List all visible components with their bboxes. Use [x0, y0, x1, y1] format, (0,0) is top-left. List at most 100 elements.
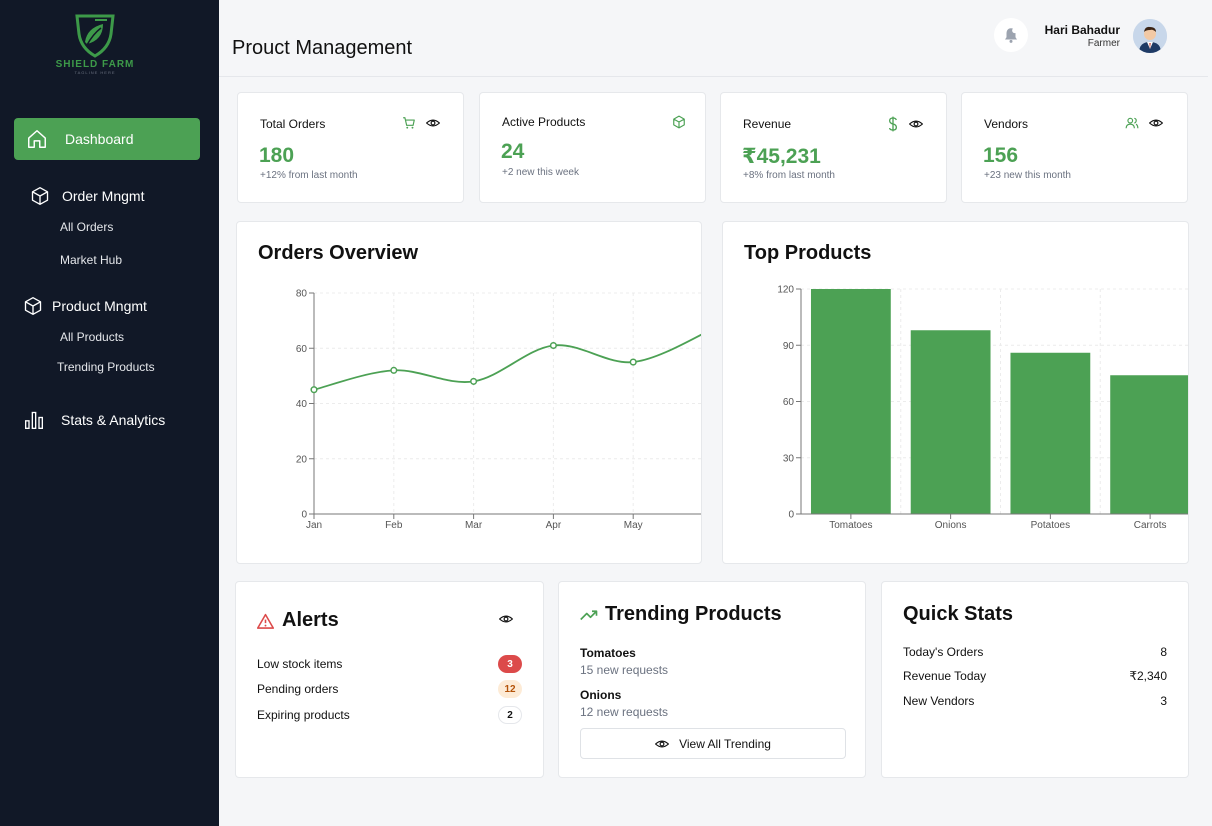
stat-title: Active Products — [502, 115, 586, 129]
stat-card-vendors: Vendors 156 +23 new this month — [961, 92, 1188, 203]
sidebar-group-product-mngmt[interactable]: Product Mngmt — [23, 296, 147, 316]
x-tick-label: Mar — [465, 520, 483, 531]
y-tick-label: 60 — [296, 344, 308, 355]
x-tick-label: May — [624, 520, 643, 531]
data-point[interactable] — [310, 386, 318, 394]
stat-card-active-products: Active Products 24 +2 new this week — [479, 92, 706, 203]
alert-row-pending-orders[interactable]: Pending orders 12 — [257, 680, 522, 698]
eye-icon — [655, 740, 670, 747]
y-tick-label: 30 — [783, 453, 795, 464]
alert-row-low-stock[interactable]: Low stock items 3 — [257, 655, 522, 673]
bar[interactable] — [1110, 375, 1189, 514]
bar-chart-icon — [25, 411, 44, 429]
stat-title: Vendors — [984, 117, 1029, 131]
eye-icon[interactable] — [499, 612, 513, 626]
dollar-icon — [888, 116, 898, 132]
orders-overview-card: Orders Overview 0 20 40 60 80 Jan Feb Mar Apr May… — [236, 221, 702, 564]
brand-logo[interactable]: SHIELD FARM TAGLINE HERE — [50, 12, 140, 75]
stat-title: Revenue — [743, 117, 792, 131]
quick-stat-row: Today's Orders 8 — [903, 645, 1167, 659]
alert-count-badge: 2 — [498, 706, 522, 724]
sidebar-group-order-mngmt[interactable]: Order Mngmt — [30, 186, 144, 206]
page-title: Prouct Management — [232, 37, 413, 59]
alerts-card: Alerts Low stock items 3 Pending orders … — [235, 581, 544, 778]
bar[interactable] — [910, 330, 991, 514]
quick-stat-value: 3 — [1160, 694, 1167, 708]
brand-name: SHIELD FARM — [55, 59, 135, 70]
trending-products-card: Trending Products Tomatoes 15 new reques… — [558, 581, 866, 778]
y-tick-label: 0 — [788, 510, 794, 521]
alert-count-badge: 12 — [498, 680, 522, 698]
y-tick-label: 0 — [301, 510, 307, 521]
eye-icon[interactable] — [426, 116, 440, 130]
box-icon — [24, 297, 42, 315]
stat-value: 156 — [983, 144, 1019, 167]
y-tick-label: 90 — [783, 341, 795, 352]
eye-icon[interactable] — [1149, 116, 1163, 130]
x-tick-label: Onions — [935, 520, 967, 531]
series-line — [313, 333, 701, 391]
trending-item-name[interactable]: Onions — [580, 688, 622, 702]
eye-icon[interactable] — [909, 117, 923, 131]
bar[interactable] — [1010, 352, 1091, 514]
panel-title: Quick Stats — [903, 603, 1014, 625]
view-all-trending-button[interactable]: View All Trending — [580, 728, 846, 759]
x-tick-label: Tomatoes — [829, 520, 872, 531]
quick-stat-value: 8 — [1160, 645, 1167, 659]
stat-subtext: +23 new this month — [984, 170, 1071, 181]
x-tick-label: Carrots — [1134, 520, 1167, 531]
y-tick-label: 60 — [783, 397, 795, 408]
quick-stat-row: New Vendors 3 — [903, 694, 1167, 708]
sidebar-item-all-products[interactable]: All Products — [60, 330, 125, 344]
trending-item-requests: 12 new requests — [580, 705, 669, 719]
x-tick-label: Feb — [385, 520, 403, 531]
package-icon — [673, 115, 685, 129]
x-tick-label: Jan — [306, 520, 322, 531]
data-point[interactable] — [549, 341, 557, 350]
sidebar-item-all-orders[interactable]: All Orders — [60, 220, 114, 234]
alert-label: Low stock items — [257, 657, 343, 671]
sidebar-item-trending-products[interactable]: Trending Products — [57, 360, 155, 374]
sidebar-item-market-hub[interactable]: Market Hub — [60, 253, 123, 267]
sidebar-group-label: Order Mngmt — [62, 188, 145, 204]
quick-stat-value: ₹2,340 — [1129, 669, 1167, 683]
bar[interactable] — [810, 289, 891, 514]
y-tick-label: 20 — [296, 454, 308, 465]
user-avatar-icon — [1133, 19, 1167, 53]
data-point[interactable] — [390, 366, 398, 374]
stat-subtext: +12% from last month — [260, 170, 358, 181]
button-label: View All Trending — [679, 736, 771, 751]
stat-card-total-orders: Total Orders 180 +12% from last month — [237, 92, 464, 203]
home-icon — [28, 130, 46, 148]
user-role: Farmer — [1087, 38, 1120, 49]
quick-stat-row: Revenue Today ₹2,340 — [903, 669, 1167, 683]
sidebar-item-dashboard[interactable]: Dashboard — [14, 118, 200, 160]
trending-up-icon — [580, 609, 598, 620]
y-tick-label: 40 — [296, 399, 308, 410]
sidebar-item-label: Dashboard — [65, 131, 134, 147]
stat-value: ₹45,231 — [742, 145, 821, 168]
shield-leaf-icon — [75, 14, 115, 58]
data-point[interactable] — [629, 358, 637, 366]
data-point[interactable] — [470, 377, 478, 385]
cart-icon — [403, 117, 415, 129]
orders-line-chart: 020406080JanFebMarAprMayJun — [296, 289, 701, 531]
avatar[interactable] — [1133, 19, 1167, 53]
products-bar-chart: 0 30 60 90 120 Tomatoes Onions Potatoes Carrots — [777, 285, 1189, 531]
stat-card-revenue: Revenue ₹45,231 +8% from last month — [720, 92, 947, 203]
quick-stat-label: New Vendors — [903, 694, 975, 708]
top-products-card: Top Products 0 30 60 90 120 Tomatoes Onions Pot… — [722, 221, 1189, 564]
trending-item-requests: 15 new requests — [580, 663, 669, 677]
x-tick-label: Apr — [546, 520, 562, 531]
stat-subtext: +8% from last month — [743, 170, 835, 181]
stat-value: 24 — [501, 140, 525, 163]
sidebar: SHIELD FARM TAGLINE HERE Dashboard Order… — [0, 0, 219, 826]
stat-subtext: +2 new this week — [502, 167, 579, 178]
notification-button[interactable] — [994, 18, 1028, 52]
sidebar-group-label: Stats & Analytics — [61, 412, 166, 428]
box-icon — [31, 187, 49, 205]
header: Prouct Management Hari Bahadur Farmer — [219, 0, 1208, 77]
trending-item-name[interactable]: Tomatoes — [580, 646, 636, 660]
sidebar-group-stats-analytics[interactable]: Stats & Analytics — [24, 410, 165, 430]
alert-row-expiring-products[interactable]: Expiring products 2 — [257, 706, 522, 724]
